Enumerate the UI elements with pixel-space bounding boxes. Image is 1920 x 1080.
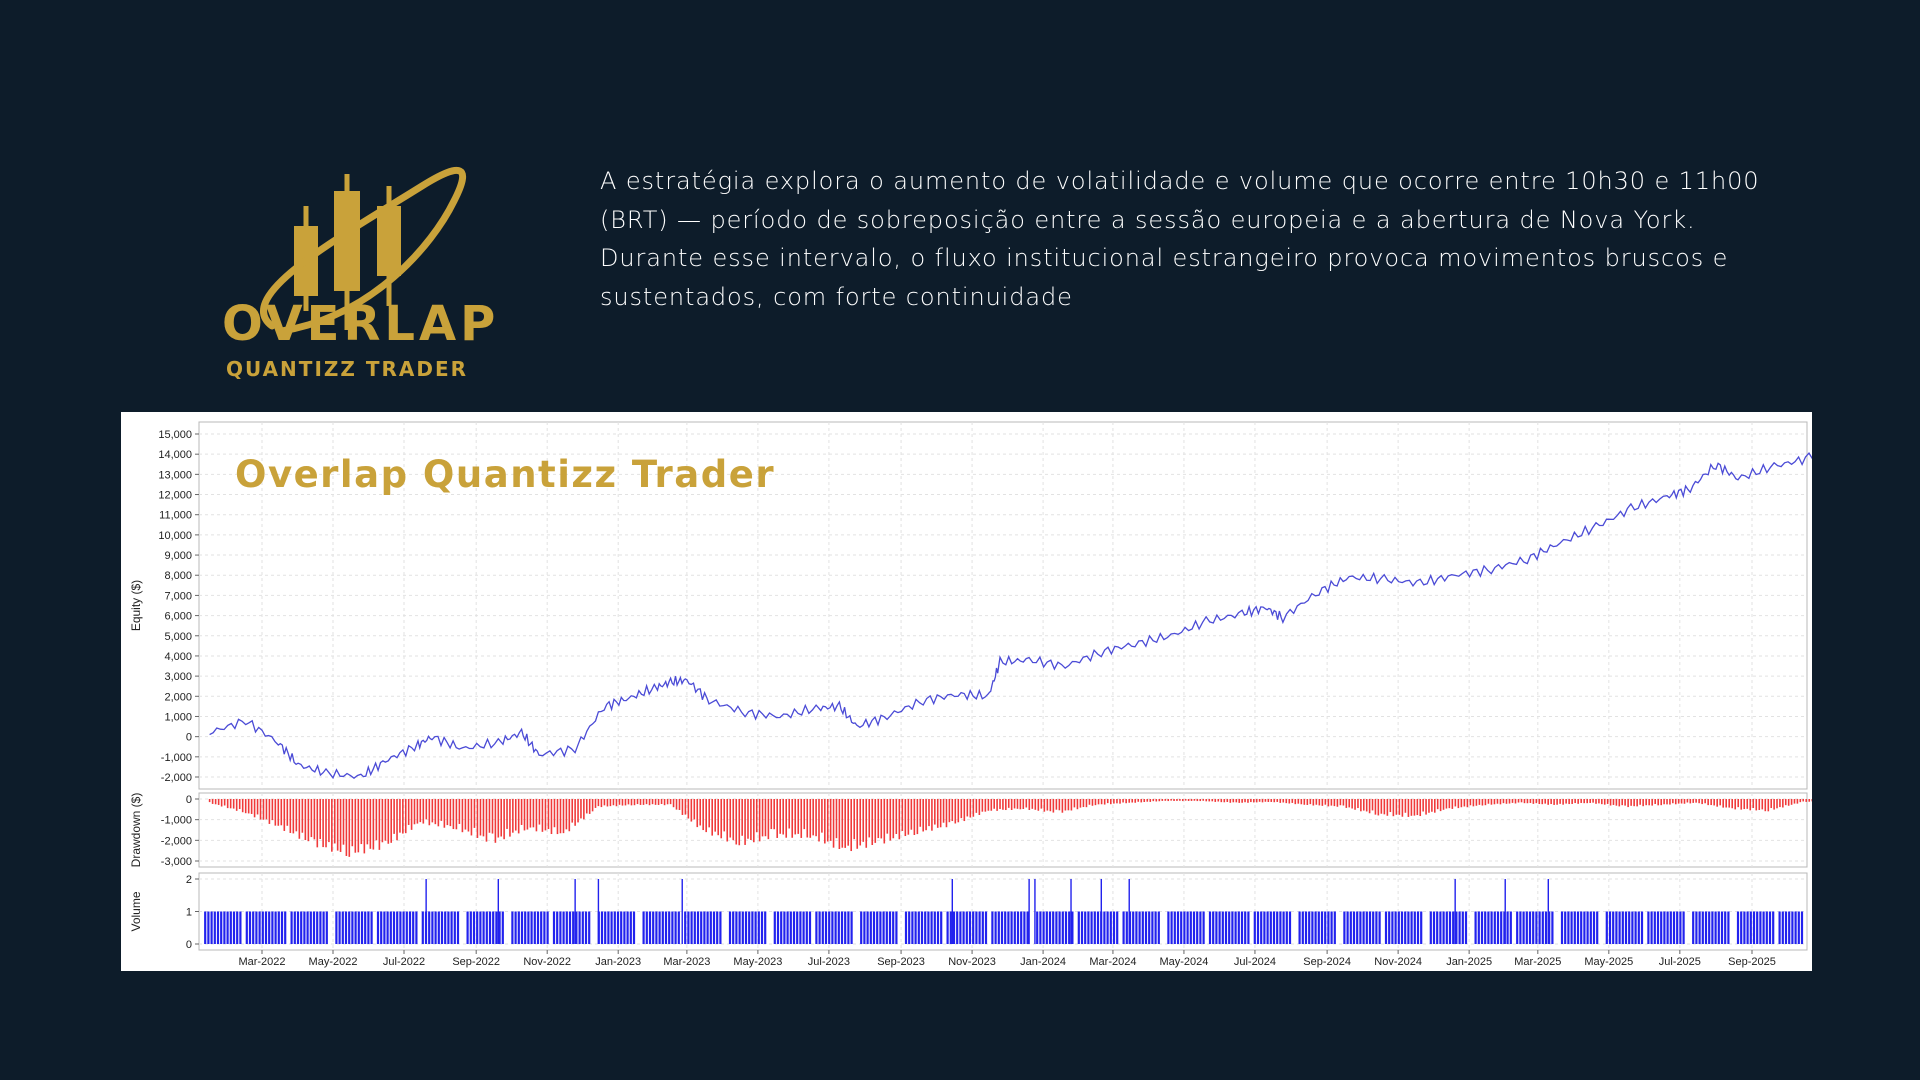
xtick-label: Nov-2024 [1374,956,1422,968]
xtick-label: Jul-2025 [1659,956,1701,968]
equity-ytick-label: 0 [186,732,192,744]
equity-line [209,452,1812,780]
equity-ytick-label: 15,000 [158,429,192,441]
xtick-label: Nov-2023 [948,956,996,968]
equity-ytick-label: 7,000 [164,590,192,602]
equity-ytick-label: 10,000 [158,530,192,542]
candlestick-orbit-logo-icon [260,166,467,335]
backtest-chart-panel: 15,000 14,000 13,000 12,000 11,000 10,000 9,00… [121,412,1812,971]
drawdown-ytick-label: -2,000 [161,835,192,847]
equity-ytick-label: -2,000 [161,772,192,784]
xtick-label: Sep-2025 [1728,956,1776,968]
xtick-label: Jul-2022 [383,956,425,968]
drawdown-ytick-label: -1,000 [161,815,192,827]
xtick-label: Jan-2024 [1020,956,1066,968]
equity-ytick-label: 9,000 [164,550,192,562]
chart-title: Overlap Quantizz Trader [235,453,776,496]
equity-ytick-label: 2,000 [164,691,192,703]
equity-ytick-label: 12,000 [158,490,192,502]
drawdown-axis-label: Drawdown ($) [129,793,143,868]
equity-ytick-label: 5,000 [164,631,192,643]
strategy-description: A estratégia explora o aumento de volati… [600,167,1760,311]
xtick-label: Sep-2023 [877,956,925,968]
xtick-label: May-2023 [733,956,782,968]
logo-title: OVERLAP [222,296,500,352]
equity-ytick-label: 11,000 [159,510,192,522]
xtick-label: Sep-2022 [452,956,500,968]
equity-ytick-label: 3,000 [164,671,192,683]
equity-frame [198,421,1808,790]
xtick-label: Mar-2024 [1089,956,1136,968]
volume-ytick-label: 2 [186,874,192,886]
volume-ytick-label: 1 [186,907,192,919]
xtick-label: Jul-2024 [1234,956,1276,968]
xtick-label: May-2025 [1584,956,1633,968]
xtick-label: Mar-2025 [1514,956,1561,968]
xtick-label: Jul-2023 [808,956,850,968]
volume-ytick-label: 0 [186,939,192,951]
equity-ytick-label: 4,000 [164,651,192,663]
volume-axis-label: Volume [129,891,143,931]
equity-ytick-label: -1,000 [161,752,192,764]
equity-ytick-label: 1,000 [164,711,192,723]
equity-ytick-label: 13,000 [158,469,192,481]
equity-ytick-label: 8,000 [164,570,192,582]
drawdown-ytick-label: -3,000 [161,856,192,868]
backtest-chart: 15,00014,00013,00012,00011,00010,0009,00… [129,421,1812,968]
drawdown-ytick-label: 0 [186,794,192,806]
equity-ytick-label: 14,000 [158,449,192,461]
xtick-label: Jan-2023 [595,956,641,968]
equity-ytick-label: 6,000 [164,611,192,623]
xtick-label: May-2022 [309,956,358,968]
xtick-label: Sep-2024 [1303,956,1351,968]
xtick-label: Jan-2025 [1446,956,1492,968]
xtick-label: Nov-2022 [523,956,571,968]
logo-subtitle: QUANTIZZ TRADER [225,357,469,381]
xtick-label: May-2024 [1159,956,1208,968]
equity-axis-label: Equity ($) [129,580,143,631]
xtick-label: Mar-2023 [663,956,710,968]
xtick-label: Mar-2022 [238,956,285,968]
